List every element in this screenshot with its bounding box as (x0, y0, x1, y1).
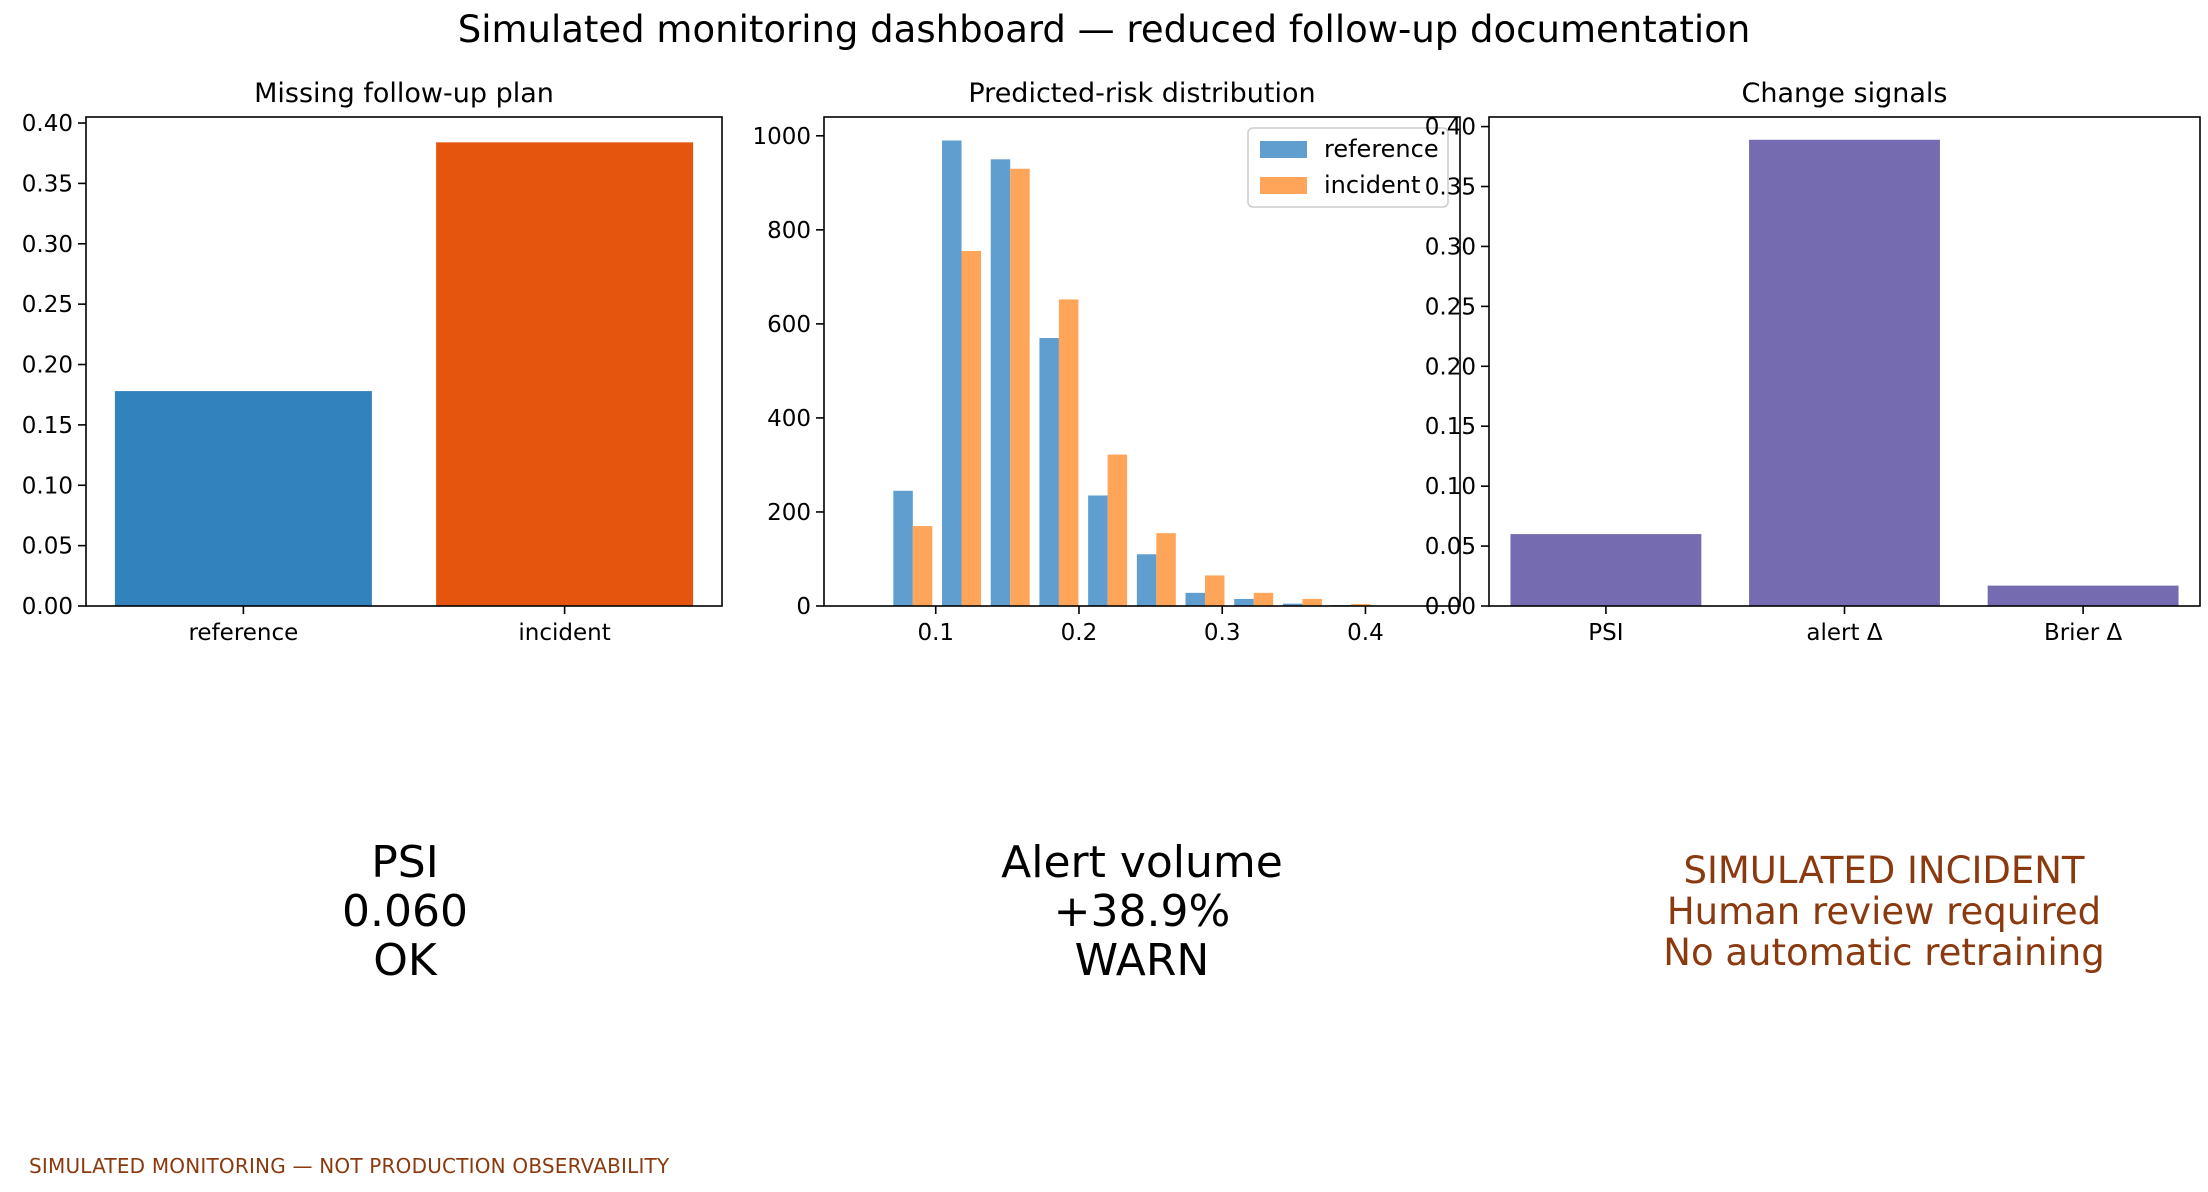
y-tick-label: 0.00 (22, 594, 73, 620)
bar-reference (114, 391, 372, 606)
bar-alert- (1749, 139, 1940, 606)
hist-bar-reference (1136, 554, 1157, 606)
y-tick-label: 0.30 (1425, 234, 1476, 260)
chart-title: Missing follow-up plan (254, 78, 554, 109)
x-tick-label: alert Δ (1806, 620, 1882, 646)
x-tick-label: Brier Δ (2044, 620, 2123, 646)
y-tick-label: 0.30 (22, 232, 73, 258)
hist-bar-incident (1010, 168, 1030, 606)
hist-bar-reference (1234, 598, 1254, 606)
alert-volume-summary: Alert volume +38.9% WARN (892, 838, 1392, 985)
plot-frame (85, 116, 723, 607)
x-tick-label: PSI (1588, 620, 1623, 646)
chart-title: Change signals (1742, 78, 1948, 109)
legend: reference incident (1247, 127, 1449, 208)
alert-volume-label: Alert volume (1001, 837, 1283, 888)
x-tick-label: reference (188, 620, 298, 646)
x-tick-label: 0.4 (1347, 620, 1384, 646)
bar-brier- (1987, 585, 2179, 606)
hist-bar-reference (1039, 337, 1059, 606)
hist-bar-incident (912, 526, 933, 606)
disclaimer-footer: SIMULATED MONITORING — NOT PRODUCTION OB… (29, 1154, 670, 1178)
y-tick-label: 200 (767, 500, 811, 526)
hist-bar-incident (1253, 592, 1274, 606)
y-tick-label: 0.40 (1425, 115, 1476, 141)
psi-summary-status: OK (373, 935, 437, 986)
hist-bar-reference (990, 159, 1011, 606)
hist-bar-reference (893, 490, 913, 606)
legend-label-reference: reference (1324, 135, 1439, 163)
hist-bar-incident (961, 251, 981, 606)
incident-notice-line2: Human review required (1666, 890, 2102, 933)
y-tick-label: 0.25 (1425, 294, 1476, 320)
y-tick-label: 0.15 (22, 413, 73, 439)
psi-summary-label: PSI (371, 837, 439, 888)
hist-bar-incident (1107, 454, 1128, 606)
bar-incident (436, 142, 694, 606)
y-tick-label: 0.20 (22, 353, 73, 379)
y-tick-label: 1000 (752, 124, 811, 150)
legend-swatch-incident (1260, 177, 1307, 194)
x-tick-label: 0.1 (917, 620, 954, 646)
incident-notice-line3: No automatic retraining (1663, 931, 2105, 974)
y-tick-label: 0.35 (22, 171, 73, 197)
incident-notice: SIMULATED INCIDENT Human review required… (1574, 850, 2194, 973)
y-tick-label: 400 (767, 406, 811, 432)
x-tick-label: incident (518, 620, 610, 646)
x-tick-label: 0.2 (1061, 620, 1098, 646)
y-tick-label: 0.10 (22, 473, 73, 499)
hist-bar-incident (1302, 598, 1322, 606)
y-tick-label: 0.15 (1425, 414, 1476, 440)
hist-bar-incident (1205, 575, 1225, 606)
plot-frame (823, 116, 1461, 607)
psi-summary-value: 0.060 (342, 886, 468, 937)
hist-bar-reference (1185, 592, 1206, 606)
incident-notice-line1: SIMULATED INCIDENT (1683, 849, 2085, 892)
hist-bar-reference (942, 140, 962, 606)
y-tick-label: 0.25 (22, 292, 73, 318)
y-tick-label: 0 (796, 594, 811, 620)
y-tick-label: 0.10 (1425, 474, 1476, 500)
y-tick-label: 0.00 (1425, 594, 1476, 620)
psi-summary: PSI 0.060 OK (205, 838, 605, 985)
y-tick-label: 0.35 (1425, 175, 1476, 201)
y-tick-label: 0.20 (1425, 354, 1476, 380)
chart-title: Predicted-risk distribution (968, 78, 1315, 109)
y-tick-label: 0.05 (1425, 534, 1476, 560)
hist-bar-reference (1282, 603, 1303, 606)
y-tick-label: 0.05 (22, 534, 73, 560)
y-tick-label: 0.40 (22, 111, 73, 137)
legend-swatch-reference (1260, 141, 1307, 158)
x-tick-label: 0.3 (1204, 620, 1241, 646)
plot-frame (1488, 116, 2201, 607)
dashboard-title: Simulated monitoring dashboard — reduced… (457, 8, 1751, 51)
legend-label-incident: incident (1324, 171, 1420, 199)
hist-bar-reference (1088, 495, 1108, 606)
hist-bar-incident (1156, 533, 1176, 606)
y-tick-label: 600 (767, 312, 811, 338)
alert-volume-status: WARN (1074, 935, 1210, 986)
hist-bar-incident (1058, 299, 1079, 606)
bar-psi (1510, 534, 1702, 606)
hist-bar-incident (1351, 604, 1371, 606)
alert-volume-value: +38.9% (1053, 886, 1231, 937)
y-tick-label: 800 (767, 218, 811, 244)
